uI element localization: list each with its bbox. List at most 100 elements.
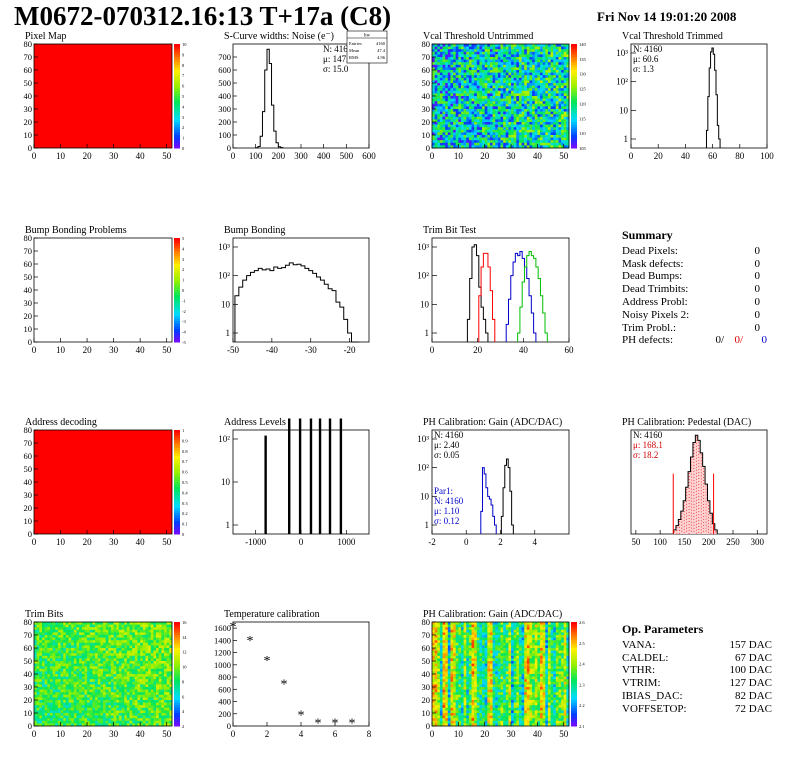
heatmap-cell bbox=[161, 697, 165, 701]
heatmap-cell bbox=[65, 689, 69, 693]
heatmap-cell bbox=[140, 663, 144, 667]
heatmap-cell bbox=[41, 718, 45, 722]
heatmap-cell bbox=[142, 710, 146, 714]
heatmap-cell bbox=[65, 645, 69, 649]
heatmap-cell bbox=[442, 132, 446, 136]
heatmap-cell bbox=[495, 90, 499, 94]
hatch-dot bbox=[681, 524, 683, 526]
heatmap-cell bbox=[158, 710, 162, 714]
heatmap-cell bbox=[518, 135, 522, 138]
heatmap-cell bbox=[521, 127, 525, 131]
heatmap-cell bbox=[166, 692, 170, 696]
heatmap-cell bbox=[97, 718, 101, 722]
heatmap-cell bbox=[153, 720, 157, 724]
heatmap-cell bbox=[95, 713, 98, 716]
heatmap-cell bbox=[484, 111, 488, 115]
hatch-dot bbox=[693, 471, 695, 472]
heatmap-cell bbox=[558, 83, 562, 86]
heatmap-cell bbox=[558, 90, 562, 94]
heatmap-cell bbox=[49, 689, 53, 693]
palette-cell bbox=[571, 90, 577, 94]
hatch-dot bbox=[700, 490, 702, 492]
heatmap-cell bbox=[65, 692, 69, 696]
hatch-dot bbox=[681, 518, 683, 520]
heatmap-cell bbox=[540, 90, 543, 94]
heatmap-cell bbox=[471, 111, 475, 115]
heatmap-cell bbox=[110, 629, 114, 633]
heatmap-cell bbox=[134, 710, 138, 714]
heatmap-cell bbox=[492, 67, 496, 71]
heatmap-cell bbox=[95, 674, 98, 677]
heatmap-cell bbox=[68, 687, 72, 690]
stats-line: μ: 60.6 bbox=[633, 54, 659, 64]
heatmap-cell bbox=[156, 684, 160, 688]
heatmap-cell bbox=[518, 106, 522, 110]
heatmap-cell bbox=[113, 627, 117, 631]
heatmap-cell bbox=[511, 135, 514, 138]
heatmap-cell bbox=[132, 668, 136, 672]
heatmap-cell bbox=[79, 710, 83, 714]
hatch-dot bbox=[693, 450, 695, 451]
heatmap-cell bbox=[529, 90, 533, 94]
heatmap-cell bbox=[92, 668, 96, 672]
palette-cell bbox=[174, 655, 180, 659]
heatmap-cell bbox=[73, 694, 77, 698]
x-tick-label: -1000 bbox=[245, 537, 266, 547]
palette-cell bbox=[174, 469, 180, 473]
heatmap-cell bbox=[134, 629, 138, 633]
heatmap-cell bbox=[534, 62, 538, 66]
heatmap-cell bbox=[445, 140, 449, 144]
hatch-dot bbox=[686, 512, 688, 514]
heatmap-cell bbox=[537, 83, 541, 86]
heatmap-cell bbox=[68, 653, 72, 657]
hatch-dot bbox=[683, 505, 685, 507]
heatmap-cell bbox=[566, 132, 570, 136]
heatmap-cell bbox=[526, 64, 530, 68]
heatmap-cell bbox=[447, 67, 451, 71]
heatmap-cell bbox=[63, 674, 67, 677]
heatmap-cell bbox=[542, 140, 546, 144]
heatmap-cell bbox=[52, 723, 56, 727]
heatmap-cell bbox=[121, 697, 125, 701]
heatmap-cell bbox=[110, 684, 114, 688]
heatmap-cell bbox=[118, 663, 122, 667]
heatmap-cell bbox=[63, 697, 67, 701]
heatmap-cell bbox=[55, 692, 59, 696]
heatmap-cell bbox=[89, 707, 93, 711]
heatmap-cell bbox=[156, 645, 160, 649]
heatmap-cell bbox=[76, 650, 80, 654]
heatmap-cell bbox=[453, 64, 457, 68]
heatmap-cell bbox=[145, 679, 149, 683]
heatmap-cell bbox=[126, 650, 130, 654]
heatmap-cell bbox=[110, 650, 114, 654]
heatmap-cell bbox=[55, 687, 59, 690]
heatmap-cell bbox=[103, 671, 106, 675]
heatmap-cell bbox=[450, 51, 454, 55]
heatmap-cell bbox=[92, 692, 96, 696]
heatmap-cell bbox=[534, 67, 538, 71]
heatmap-cell bbox=[100, 622, 104, 625]
heatmap-cell bbox=[468, 142, 472, 146]
heatmap-cell bbox=[526, 85, 530, 89]
heatmap-cell bbox=[140, 624, 144, 628]
palette-cell bbox=[174, 336, 180, 340]
heatmap-cell bbox=[84, 653, 88, 657]
heatmap-cell bbox=[60, 689, 64, 693]
heatmap-cell bbox=[79, 715, 83, 719]
heatmap-cell bbox=[550, 59, 554, 63]
heatmap-cell bbox=[468, 49, 472, 53]
heatmap-cell bbox=[81, 710, 85, 714]
heatmap-cell bbox=[116, 689, 120, 693]
heatmap-cell bbox=[89, 702, 93, 706]
hatch-dot bbox=[691, 482, 692, 484]
heatmap-cell bbox=[471, 124, 475, 128]
heatmap-cell bbox=[156, 700, 160, 703]
heatmap-cell bbox=[97, 658, 101, 662]
heatmap-cell bbox=[513, 101, 517, 105]
heatmap-cell bbox=[103, 723, 106, 727]
heatmap-cell bbox=[458, 93, 462, 97]
heatmap-cell bbox=[526, 70, 530, 73]
heatmap-cell bbox=[116, 629, 120, 633]
heatmap-cell bbox=[532, 111, 536, 115]
heatmap-cell bbox=[484, 75, 488, 79]
